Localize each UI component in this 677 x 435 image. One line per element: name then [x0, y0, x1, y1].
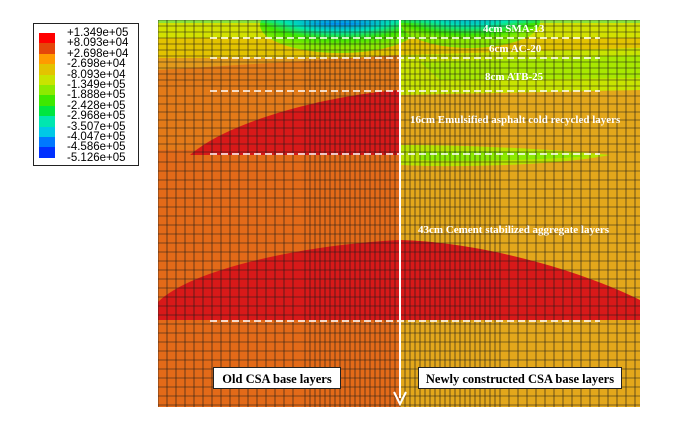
legend-swatch: [39, 33, 55, 44]
legend-swatch: [39, 105, 55, 117]
legend-label: -5.126e+05: [67, 151, 126, 164]
symmetry-arrow-head: [393, 391, 407, 407]
legend-entry: -1.888e+05: [34, 89, 138, 106]
stress-legend: +1.349e+05 +8.093e+04 +2.698e+04 -2.698e+04…: [33, 23, 139, 166]
label-sma: 4cm SMA-13: [483, 23, 545, 35]
legend-entry: -3.507e+05: [34, 120, 138, 137]
legend-label: +8.093e+04: [67, 37, 129, 50]
legend-label: +1.349e+05: [67, 27, 129, 39]
legend-swatch: [39, 85, 55, 96]
legend-label: -2.968e+05: [67, 110, 126, 123]
legend-entry: -4.047e+05: [34, 131, 138, 148]
legend-label: -4.586e+05: [67, 141, 126, 154]
panel-old-csa: Old CSA base layers: [213, 367, 341, 389]
legend-label: -1.349e+05: [67, 79, 126, 91]
legend-label: -3.507e+05: [67, 120, 126, 133]
legend-swatch: [39, 116, 55, 127]
legend-entry: +1.349e+05: [34, 27, 138, 44]
legend-label: -1.888e+05: [67, 89, 126, 102]
legend-entry: -1.349e+05: [34, 79, 138, 96]
legend-entry: -8.093e+04: [34, 68, 138, 85]
legend-entry: +2.698e+04: [34, 47, 138, 65]
label-atb: 8cm ATB-25: [485, 71, 544, 83]
legend-entry: -2.698e+04: [34, 58, 138, 75]
legend-entry: -2.968e+05: [34, 110, 138, 127]
legend-entry: -2.428e+05: [34, 99, 138, 117]
legend-swatch: [39, 53, 55, 65]
legend-swatch: [39, 95, 55, 106]
label-cement: 43cm Cement stabilized aggregate layers: [418, 224, 610, 236]
legend-label: -4.047e+05: [67, 131, 126, 143]
legend-entry: -4.586e+05: [34, 141, 138, 158]
label-emulsified: 16cm Emulsified asphalt cold recycled la…: [410, 114, 621, 126]
label-ac: 6cm AC-20: [489, 43, 542, 55]
legend-swatch: [39, 147, 55, 158]
legend-label: -2.428e+05: [67, 99, 126, 112]
legend-swatch: [39, 126, 55, 137]
legend-swatch: [39, 43, 55, 54]
legend-swatch: [39, 64, 55, 75]
legend-label: -2.698e+04: [67, 58, 126, 71]
legend-label: -8.093e+04: [67, 68, 126, 81]
layer-interfaces: [210, 37, 600, 322]
legend-entry: +8.093e+04: [34, 37, 138, 54]
legend-swatch: [39, 137, 55, 148]
high-stress-lens-upper: [190, 90, 400, 155]
panel-new-csa: Newly constructed CSA base layers: [418, 367, 622, 389]
legend-entry: -5.126e+05: [34, 151, 138, 165]
legend-swatch: [39, 74, 55, 85]
legend-label: +2.698e+04: [67, 47, 129, 60]
